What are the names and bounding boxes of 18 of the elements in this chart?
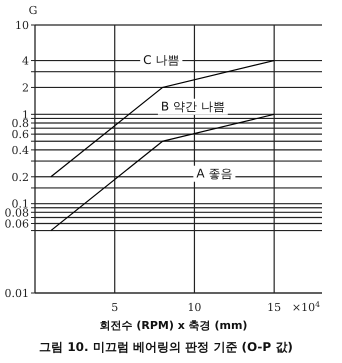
annotation: B 약간 나쁨 bbox=[160, 100, 225, 114]
annotation: C 나쁨 bbox=[143, 52, 180, 67]
y-tick-label: 0.01 bbox=[4, 287, 29, 300]
annotation: A 좋음 bbox=[196, 166, 232, 181]
y-tick-label: 0.2 bbox=[12, 170, 29, 184]
y-tick-label: 4 bbox=[22, 54, 29, 68]
x-tick-label: 5 bbox=[111, 301, 118, 314]
y-tick-label: 0.06 bbox=[4, 217, 29, 230]
text: 그림 10. 미끄럼 베어링의 판정 기준 (O-P 값) bbox=[39, 340, 293, 354]
y-tick-label: 0.4 bbox=[12, 144, 29, 157]
y-tick-label: 10 bbox=[15, 19, 29, 32]
x-tick-label: 15 bbox=[267, 301, 282, 314]
x-axis-title: 회전수 (RPM) x 축경 (mm) bbox=[100, 319, 248, 332]
text: ×10$^{4}$ bbox=[292, 300, 320, 314]
x-tick-label: 10 bbox=[187, 301, 202, 314]
y-axis-title: G bbox=[28, 4, 38, 17]
y-tick-label: 2 bbox=[22, 81, 29, 94]
y-tick-label: 0.6 bbox=[12, 128, 29, 142]
